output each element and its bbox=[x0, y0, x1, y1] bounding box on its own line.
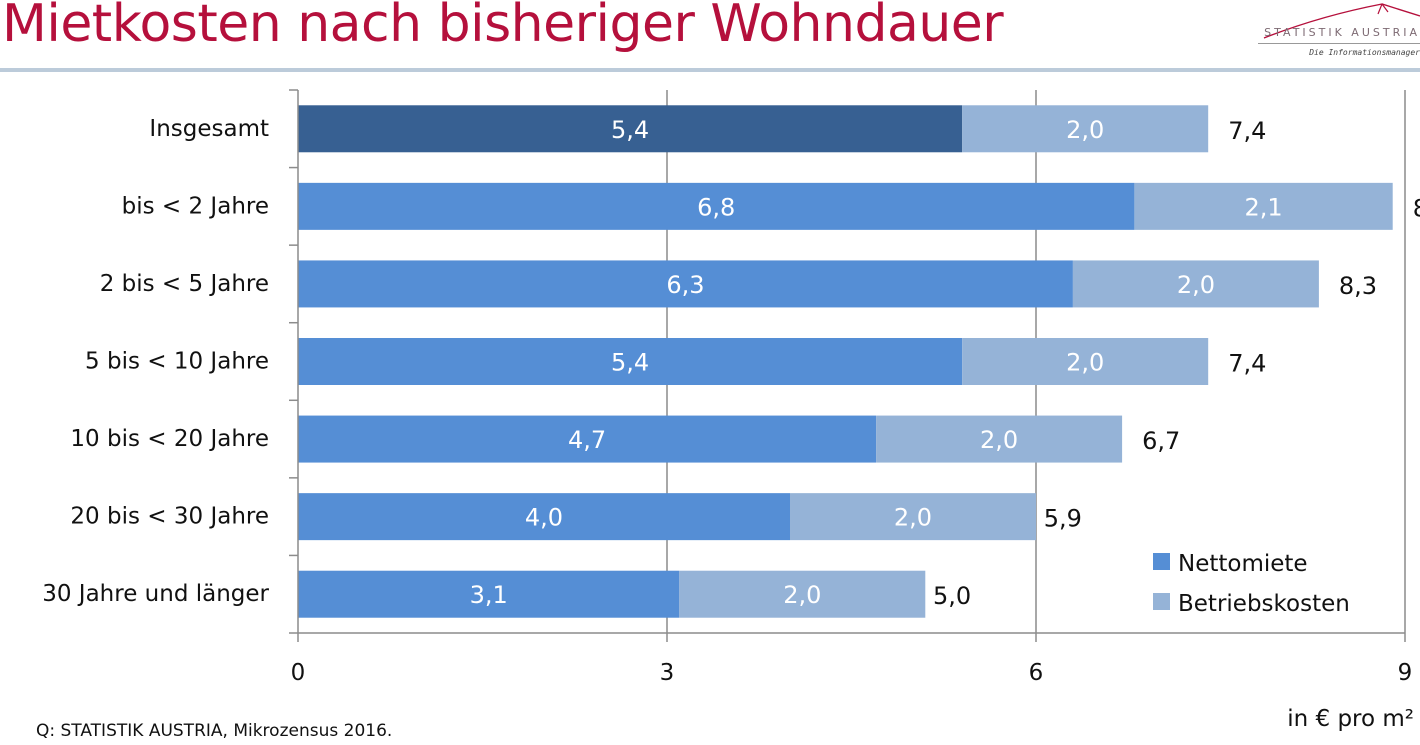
total-value-label: 8,3 bbox=[1339, 272, 1377, 300]
bar-segment-betriebskosten bbox=[679, 570, 926, 618]
segment-value-label: 4,7 bbox=[568, 426, 606, 454]
bar-segment-nettomiete bbox=[298, 105, 963, 153]
legend-swatch bbox=[1153, 553, 1170, 570]
category-label: 20 bis < 30 Jahre bbox=[70, 504, 269, 530]
segment-value-label: 3,1 bbox=[470, 581, 508, 609]
total-value-label: 7,4 bbox=[1228, 117, 1266, 145]
x-tick-label: 3 bbox=[660, 660, 675, 686]
bar-segment-nettomiete bbox=[298, 260, 1073, 308]
bar-segment-nettomiete bbox=[298, 570, 680, 618]
total-value-label: 7,4 bbox=[1228, 350, 1266, 378]
bar-segment-betriebskosten bbox=[962, 338, 1209, 385]
category-label: 5 bis < 10 Jahre bbox=[85, 349, 269, 375]
category-label: 30 Jahre und länger bbox=[42, 581, 269, 607]
bar-segment-nettomiete bbox=[298, 415, 877, 463]
segment-value-label: 6,3 bbox=[666, 271, 704, 299]
bar-segment-nettomiete bbox=[298, 338, 963, 385]
logo-star-icon bbox=[1263, 3, 1420, 39]
segment-value-label: 4,0 bbox=[525, 504, 563, 532]
bar-segment-betriebskosten bbox=[962, 105, 1209, 153]
logo-brand-text: STATISTIK AUSTRIA bbox=[1264, 26, 1420, 39]
legend-swatch bbox=[1153, 593, 1170, 610]
segment-value-label: 2,0 bbox=[783, 581, 821, 609]
segment-value-label: 2,0 bbox=[1066, 349, 1104, 377]
logo-rule bbox=[1258, 43, 1420, 44]
x-tick-label: 6 bbox=[1029, 660, 1044, 686]
segment-value-label: 2,0 bbox=[1066, 116, 1104, 144]
x-tick-label: 9 bbox=[1398, 660, 1413, 686]
segment-value-label: 2,0 bbox=[894, 504, 932, 532]
bar-segment-nettomiete bbox=[298, 493, 790, 541]
segment-value-label: 2,0 bbox=[980, 426, 1018, 454]
segment-value-label: 6,8 bbox=[697, 193, 735, 221]
category-label: 10 bis < 20 Jahre bbox=[70, 426, 269, 452]
bar-segment-betriebskosten bbox=[1072, 260, 1319, 308]
bar-segment-nettomiete bbox=[298, 182, 1135, 230]
total-value-label: 8,9 bbox=[1413, 194, 1420, 222]
title-divider bbox=[0, 68, 1420, 72]
x-tick-label: 0 bbox=[291, 660, 306, 686]
segment-value-label: 5,4 bbox=[611, 349, 649, 377]
category-label: bis < 2 Jahre bbox=[122, 193, 269, 219]
total-value-label: 5,0 bbox=[933, 582, 971, 610]
category-label: Insgesamt bbox=[149, 116, 269, 142]
segment-value-label: 2,1 bbox=[1244, 193, 1282, 221]
bar-segment-betriebskosten bbox=[876, 415, 1123, 463]
total-value-label: 5,9 bbox=[1044, 505, 1082, 533]
logo-tagline: Die Informationsmanager bbox=[1309, 48, 1420, 57]
bar-segment-betriebskosten bbox=[1134, 182, 1393, 230]
total-value-label: 6,7 bbox=[1142, 427, 1180, 455]
source-note: Q: STATISTIK AUSTRIA, Mikrozensus 2016. bbox=[36, 721, 393, 741]
segment-value-label: 5,4 bbox=[611, 116, 649, 144]
bar-segment-betriebskosten bbox=[790, 493, 1036, 541]
page-title: Mietkosten nach bisheriger Wohndauer bbox=[2, 0, 1004, 54]
legend-label: Betriebskosten bbox=[1178, 591, 1350, 617]
segment-value-label: 2,0 bbox=[1177, 271, 1215, 299]
statistik-austria-logo: STATISTIK AUSTRIA Die Informationsmanage… bbox=[1250, 0, 1420, 66]
legend-label: Nettomiete bbox=[1178, 551, 1308, 577]
x-axis-title: in € pro m² bbox=[1287, 706, 1414, 732]
category-label: 2 bis < 5 Jahre bbox=[100, 271, 269, 297]
